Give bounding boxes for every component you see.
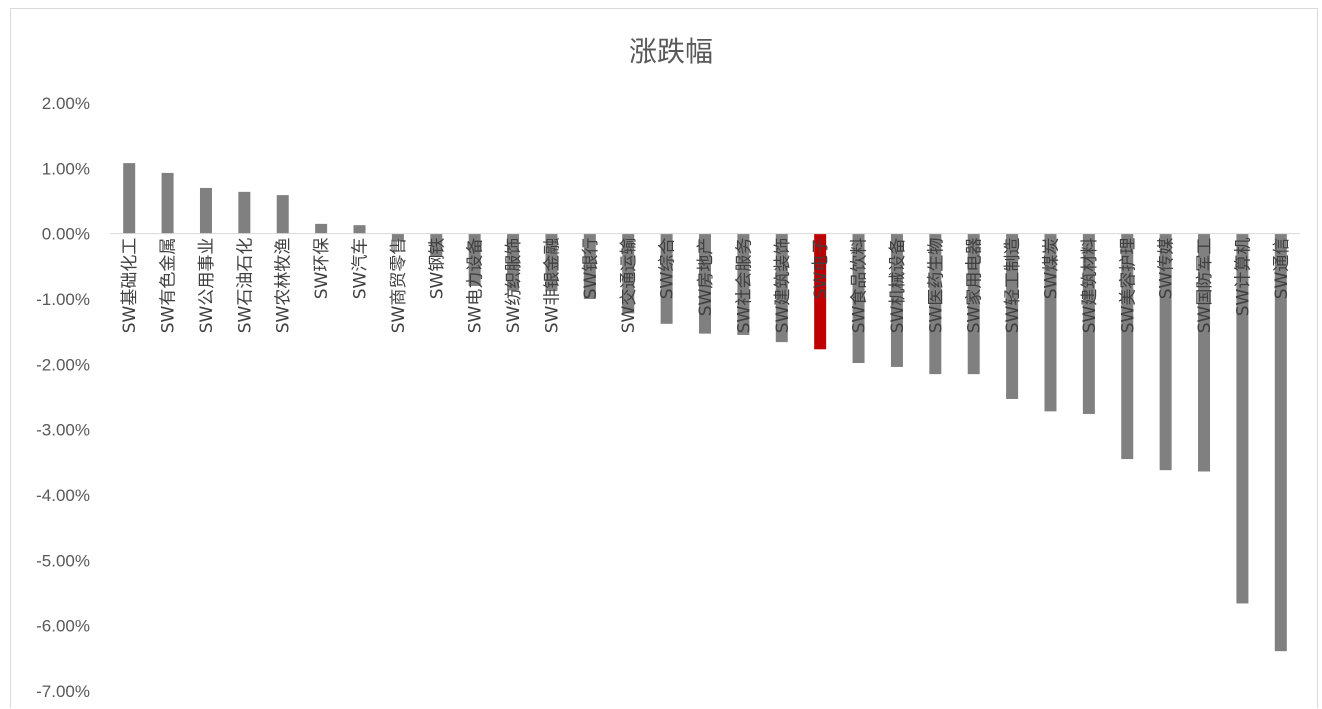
y-tick-label: -7.00% [36,682,90,701]
bar [1236,233,1249,604]
category-labels: SW基础化工 SW有色金属 SW公用事业 SW石油石化 SW农林牧渔 SW环保 SW汽车 SW… [120,238,1292,334]
category-label: SW环保 [312,238,332,300]
bar [814,233,827,350]
category-label: SW食品饮料 [850,238,870,334]
bar [1198,233,1211,472]
bar [699,233,711,334]
bar [1006,233,1019,399]
bar [1044,233,1057,412]
y-tick-label: 1.00% [42,159,90,178]
bar [967,233,980,375]
category-label: SW银行 [581,238,601,300]
category-label: SW非银金融 [542,238,562,334]
category-label: SW美容护理 [1118,238,1138,334]
bar [775,233,788,343]
y-tick-label: -1.00% [36,290,90,309]
category-label: SW综合 [658,238,678,300]
bar [622,233,635,314]
bars [123,163,1287,652]
bar [315,223,328,234]
bar [583,233,596,299]
category-label: SW石油石化 [235,238,255,334]
bar [238,191,251,234]
bar [430,233,443,257]
category-label: SW社会服务 [734,238,754,334]
bar [737,233,750,335]
category-label: SW医药生物 [926,238,946,334]
category-label: SW国防军工 [1195,238,1215,334]
bar [391,233,404,242]
bar [660,233,673,324]
bar [1159,233,1172,471]
category-label: SW计算机 [1233,238,1253,317]
category-label: SW建筑装饰 [773,238,793,334]
y-tick-label: -5.00% [36,551,90,570]
category-label: SW通信 [1272,238,1292,300]
y-tick-label: -2.00% [36,355,90,374]
bar [161,172,174,234]
y-tick-label: -6.00% [36,617,90,636]
bar [123,163,136,234]
chart-title: 涨跌幅 [629,35,713,68]
category-label: SW煤炭 [1041,238,1061,300]
bar [1274,233,1287,652]
category-label: SW传媒 [1157,238,1177,300]
category-label: SW公用事业 [197,238,217,334]
bar [852,233,865,364]
chart-frame [10,8,1318,708]
bar [545,233,558,292]
category-label: SW农林牧渔 [274,238,294,334]
y-tick-label: 2.00% [42,94,90,113]
category-label: SW钢铁 [427,238,447,300]
category-label: SW轻工制造 [1003,238,1023,334]
category-label: SW纺织服饰 [504,238,524,334]
y-axis: 2.00% 1.00% 0.00% -1.00% -2.00% -3.00% -4.00% -… [36,94,90,701]
category-label: SW汽车 [351,238,371,300]
category-label: SW商贸零售 [389,238,409,334]
bar [1082,233,1095,414]
bar [199,187,212,234]
bar [890,233,903,367]
category-label: SW有色金属 [159,238,179,334]
y-tick-label: -4.00% [36,486,90,505]
category-label: SW基础化工 [120,238,140,334]
category-label: SW家用电器 [965,238,985,334]
y-tick-label: 0.00% [42,225,90,244]
category-label: SW建筑材料 [1080,238,1100,334]
category-label: SW交通运输 [619,238,639,334]
bar [468,233,481,286]
bar [929,233,942,375]
bar [353,225,366,234]
category-label: SW房地产 [696,238,716,317]
bar [507,233,520,291]
category-label: SW机械设备 [888,238,908,334]
bar [276,195,289,234]
category-label: SW电力设备 [466,238,486,334]
category-label: SW电子 [811,238,831,300]
bar [1121,233,1134,460]
y-tick-label: -3.00% [36,421,90,440]
